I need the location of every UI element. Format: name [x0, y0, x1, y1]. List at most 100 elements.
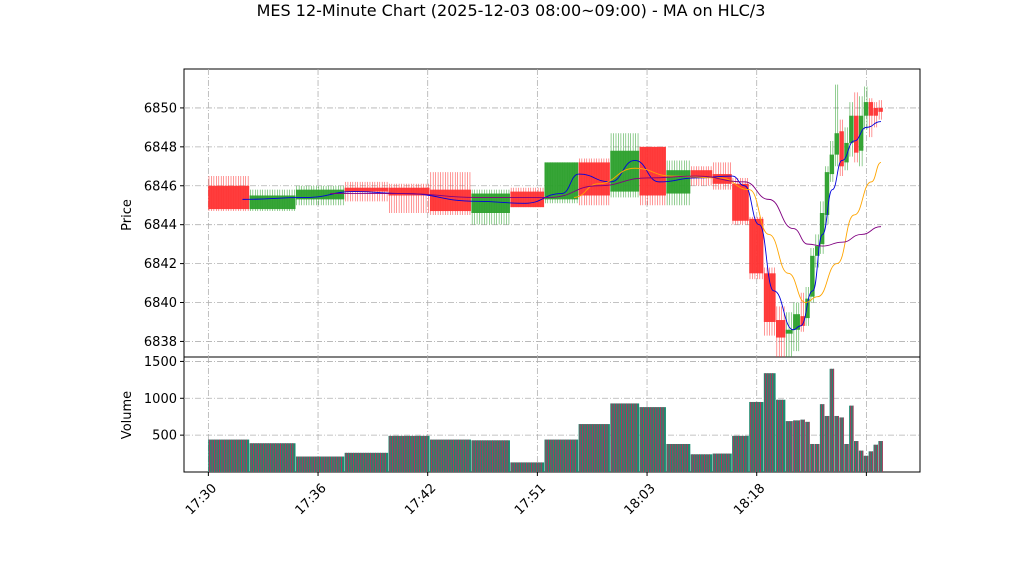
- volume-bar-fill: [824, 415, 830, 472]
- candle-wick: [786, 312, 792, 357]
- volume-bar: [749, 401, 764, 472]
- candle-body: [578, 162, 610, 196]
- x-tick-label: 17:36: [293, 481, 330, 518]
- volume-bar: [824, 415, 830, 472]
- candle-body: [849, 115, 854, 143]
- volume-bar-fill: [712, 453, 732, 472]
- candle-body: [839, 131, 844, 167]
- volume-bars-layer: [208, 368, 883, 472]
- volume-bar: [690, 454, 713, 472]
- volume-bar: [776, 399, 786, 472]
- price-axis-label: Price: [120, 199, 135, 231]
- price-tick-label: 6848: [144, 140, 177, 155]
- volume-bar: [544, 439, 579, 472]
- candle-body: [776, 320, 786, 338]
- candle-body: [510, 191, 545, 208]
- candle-body: [732, 183, 749, 221]
- candle-body: [639, 146, 666, 196]
- price-tick-label: 6838: [144, 335, 177, 350]
- volume-bar: [763, 373, 776, 472]
- candle-body: [829, 154, 835, 175]
- volume-bar: [834, 415, 839, 472]
- price-tick-label: 6842: [144, 257, 177, 272]
- volume-bar: [810, 443, 815, 472]
- x-ticks: 17:30 17:36 17:42 17:51 18:03 18:18: [183, 472, 867, 518]
- price-y-ticks: 6838 6840 6842 6844 6846 6848 6850: [144, 101, 184, 350]
- volume-bar-fill: [805, 421, 810, 472]
- x-tick-label: 17:42: [402, 481, 439, 518]
- volume-bar: [873, 444, 878, 472]
- candle-body: [610, 150, 640, 192]
- volume-bar: [471, 440, 510, 472]
- candle-body: [763, 273, 776, 322]
- volume-bar-fill: [858, 450, 864, 472]
- volume-bar: [429, 439, 471, 472]
- candle-body: [810, 255, 815, 297]
- candle-body: [824, 172, 830, 215]
- candle-body: [666, 170, 691, 194]
- price-tick-label: 6846: [144, 179, 177, 194]
- volume-bar: [666, 443, 691, 472]
- volume-bar: [853, 441, 859, 472]
- volume-bar: [712, 453, 732, 472]
- candle-body: [844, 142, 849, 163]
- volume-bar-fill: [829, 368, 835, 472]
- volume-bar-fill: [749, 401, 764, 472]
- x-tick-label: 17:51: [512, 481, 549, 518]
- candle-body: [853, 115, 859, 153]
- candle-body: [819, 213, 825, 245]
- volume-bar-fill: [834, 415, 839, 472]
- volume-bar-fill: [776, 399, 786, 472]
- candle-body: [834, 133, 839, 155]
- volume-bar-fill: [844, 443, 849, 472]
- volume-bar: [249, 443, 296, 472]
- volume-bar-fill: [878, 441, 883, 472]
- volume-bar: [388, 435, 430, 472]
- volume-bar: [829, 368, 835, 472]
- volume-bar-fill: [510, 462, 545, 472]
- ma-lines-layer: [242, 121, 882, 331]
- candle-body: [471, 193, 510, 213]
- volume-tick-label: 1000: [144, 392, 177, 407]
- candle-body: [873, 107, 878, 116]
- volume-bar: [858, 450, 864, 472]
- volume-bar: [344, 452, 389, 472]
- volume-bar: [610, 403, 640, 472]
- candle-body: [388, 187, 430, 196]
- x-tick-label: 18:18: [731, 481, 768, 518]
- price-tick-label: 6850: [144, 101, 177, 116]
- volume-bar-fill: [868, 451, 874, 472]
- volume-bar: [785, 421, 793, 472]
- volume-bar: [732, 435, 749, 472]
- candle-body: [805, 298, 810, 319]
- volume-bar-fill: [471, 440, 510, 472]
- volume-bar: [839, 417, 844, 472]
- volume-bar: [805, 421, 810, 472]
- x-tick-label: 17:30: [183, 481, 220, 518]
- candle-body: [868, 102, 874, 116]
- price-grid: [184, 69, 920, 357]
- volume-bar: [878, 441, 883, 472]
- volume-bar-fill: [873, 444, 878, 472]
- candle-body: [344, 187, 389, 192]
- volume-tick-label: 1500: [144, 355, 177, 370]
- candle-body: [429, 189, 471, 212]
- volume-bar-fill: [763, 373, 776, 472]
- volume-bar: [578, 424, 610, 472]
- candle-body: [793, 314, 800, 330]
- candle-body: [712, 174, 732, 184]
- candle-body: [690, 170, 713, 178]
- x-tick-label: 18:03: [622, 481, 659, 518]
- volume-bar-fill: [853, 441, 859, 472]
- volume-bar-fill: [810, 443, 815, 472]
- volume-bar-fill: [819, 404, 825, 472]
- volume-y-ticks: 500 1000 1500: [144, 355, 184, 444]
- candle-body: [208, 185, 250, 210]
- volume-bar-fill: [815, 443, 820, 472]
- candle-body: [878, 107, 883, 112]
- volume-bar: [815, 443, 820, 472]
- volume-bar: [800, 419, 805, 472]
- volume-bar: [510, 462, 545, 472]
- volume-bar-fill: [849, 405, 854, 472]
